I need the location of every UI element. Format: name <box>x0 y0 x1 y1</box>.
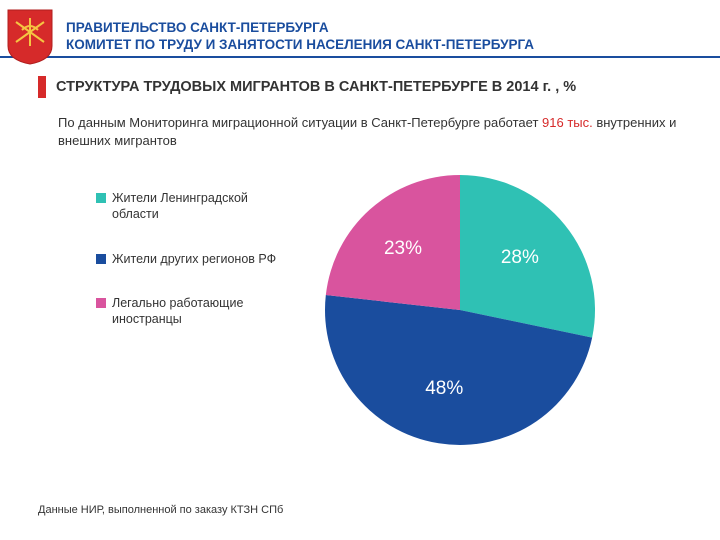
pie-slice-label: 23% <box>384 238 422 260</box>
legend-swatch-icon <box>96 254 106 264</box>
header-bar: ПРАВИТЕЛЬСТВО САНКТ-ПЕТЕРБУРГА КОМИТЕТ П… <box>0 8 720 58</box>
legend-label: Легально работающие иностранцы <box>112 295 286 328</box>
legend-swatch-icon <box>96 193 106 203</box>
intro-highlight: 916 тыс. <box>542 115 593 130</box>
intro-prefix: По данным Мониторинга миграционной ситуа… <box>58 115 542 130</box>
legend-item: Легально работающие иностранцы <box>96 295 286 328</box>
pie-slice-label: 28% <box>501 247 539 269</box>
page-title: СТРУКТУРА ТРУДОВЫХ МИГРАНТОВ В САНКТ-ПЕТ… <box>56 79 576 95</box>
header-text: ПРАВИТЕЛЬСТВО САНКТ-ПЕТЕРБУРГА КОМИТЕТ П… <box>66 20 534 54</box>
pie-chart: 28% 48% 23% <box>320 170 600 450</box>
header-line-1: ПРАВИТЕЛЬСТВО САНКТ-ПЕТЕРБУРГА <box>66 20 534 37</box>
footer-note: Данные НИР, выполненной по заказу КТЗН С… <box>38 504 283 516</box>
pie-slice-label: 48% <box>425 378 463 400</box>
title-row: СТРУКТУРА ТРУДОВЫХ МИГРАНТОВ В САНКТ-ПЕТ… <box>38 76 576 98</box>
spb-emblem-icon <box>6 8 54 66</box>
legend-label: Жители других регионов РФ <box>112 251 276 267</box>
legend-swatch-icon <box>96 298 106 308</box>
legend-label: Жители Ленинградской области <box>112 190 286 223</box>
header-line-2: КОМИТЕТ ПО ТРУДУ И ЗАНЯТОСТИ НАСЕЛЕНИЯ С… <box>66 37 534 54</box>
legend-item: Жители других регионов РФ <box>96 251 286 267</box>
legend: Жители Ленинградской области Жители други… <box>96 190 286 355</box>
intro-paragraph: По данным Мониторинга миграционной ситуа… <box>58 114 690 149</box>
chart-area: Жители Ленинградской области Жители други… <box>0 160 720 500</box>
title-marker-icon <box>38 76 46 98</box>
legend-item: Жители Ленинградской области <box>96 190 286 223</box>
